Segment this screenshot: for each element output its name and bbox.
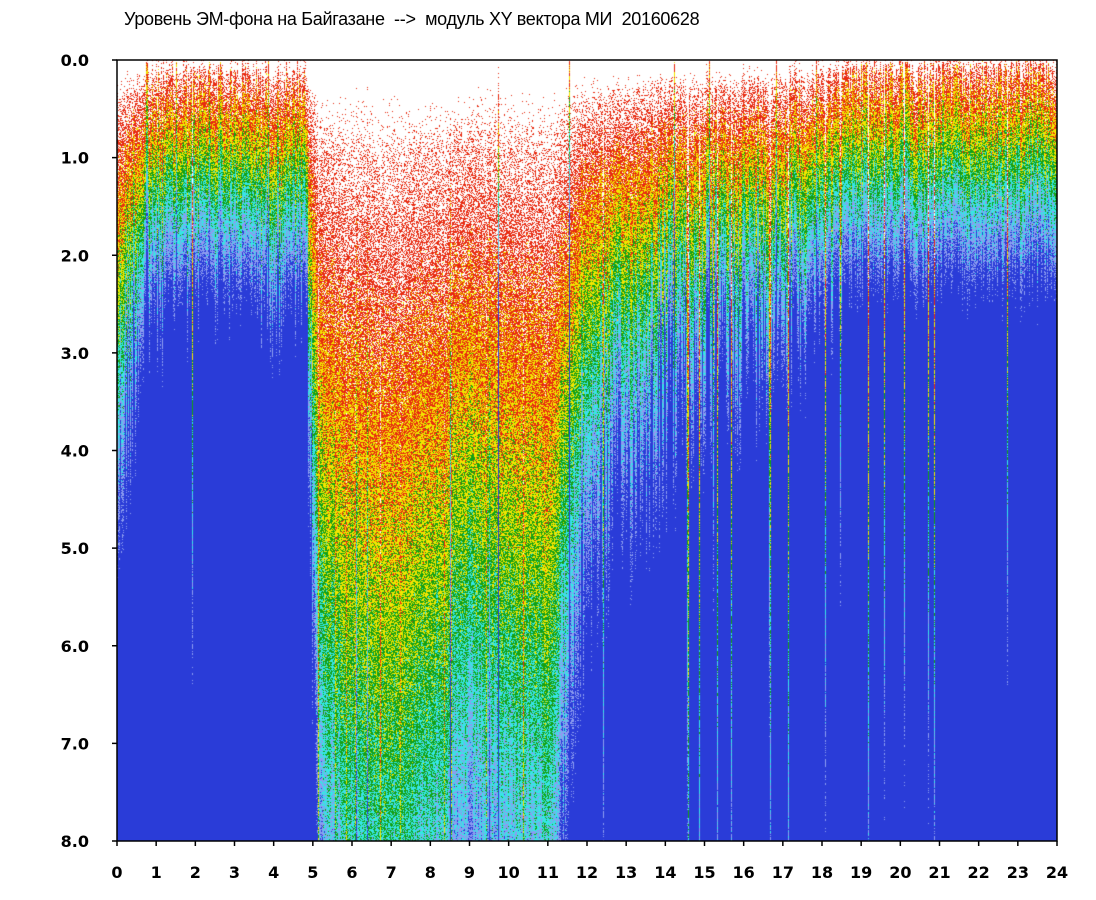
x-tick-label: 10 — [498, 863, 520, 882]
x-tick-label: 14 — [654, 863, 676, 882]
y-tick-label: 2.0 — [61, 246, 89, 265]
y-tick-label: 7.0 — [61, 734, 89, 753]
x-tick-label: 15 — [693, 863, 715, 882]
x-tick-label: 4 — [268, 863, 279, 882]
x-tick-label: 17 — [772, 863, 794, 882]
x-tick-label: 1 — [151, 863, 162, 882]
y-tick-label: 5.0 — [61, 539, 89, 558]
x-tick-label: 12 — [576, 863, 598, 882]
heatmap-cells — [117, 60, 1057, 841]
x-tick-label: 5 — [307, 863, 318, 882]
x-tick-label: 21 — [928, 863, 950, 882]
x-tick-label: 6 — [346, 863, 357, 882]
heatmap-canvas-group — [117, 60, 1057, 841]
x-axis: 0 1 2 3 4 5 6 7 8 9 10 11 12 13 14 15 16 17 18 19 20 21 22 23 24 — [111, 841, 1068, 882]
x-tick-label: 19 — [850, 863, 872, 882]
x-tick-label: 8 — [425, 863, 436, 882]
x-tick-label: 13 — [615, 863, 637, 882]
x-tick-label: 18 — [811, 863, 833, 882]
x-tick-label: 3 — [229, 863, 240, 882]
y-tick-label: 4.0 — [61, 442, 89, 461]
y-tick-label: 1.0 — [61, 149, 89, 168]
chart-title: Уровень ЭМ-фона на Байгазане --> модуль … — [124, 9, 700, 29]
x-tick-label: 23 — [1007, 863, 1029, 882]
y-tick-label: 3.0 — [61, 344, 89, 363]
y-axis: 0.0 1.0 2.0 3.0 4.0 5.0 6.0 7.0 8.0 — [61, 51, 117, 851]
x-tick-label: 7 — [386, 863, 397, 882]
x-tick-label: 2 — [190, 863, 201, 882]
y-tick-label: 8.0 — [61, 832, 89, 851]
x-tick-label: 16 — [733, 863, 755, 882]
x-tick-label: 20 — [889, 863, 911, 882]
y-tick-label: 6.0 — [61, 637, 89, 656]
y-tick-label: 0.0 — [61, 51, 89, 70]
x-tick-label: 22 — [968, 863, 990, 882]
x-tick-label: 0 — [111, 863, 122, 882]
x-tick-label: 24 — [1046, 863, 1068, 882]
x-tick-label: 9 — [464, 863, 475, 882]
x-tick-label: 11 — [537, 863, 559, 882]
